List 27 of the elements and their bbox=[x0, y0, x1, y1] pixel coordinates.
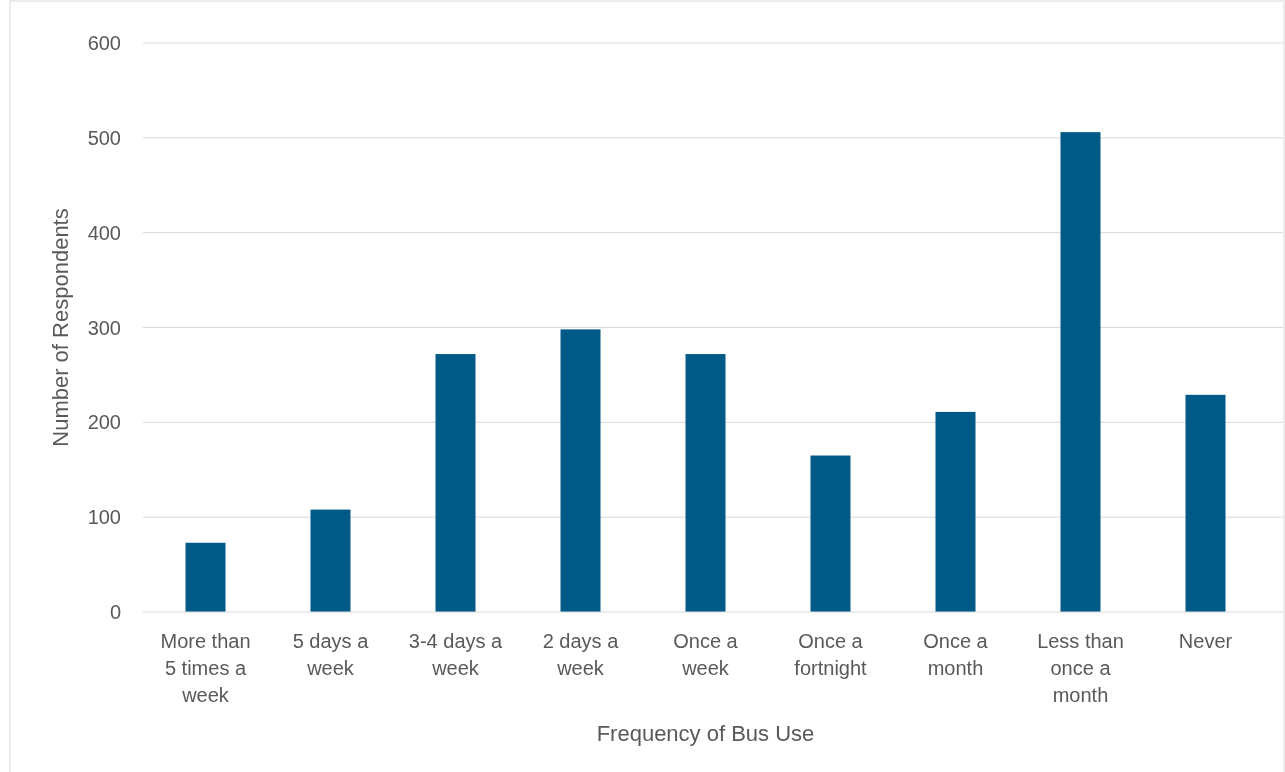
y-axis-title: Number of Respondents bbox=[48, 208, 73, 447]
bar bbox=[1185, 394, 1226, 612]
y-tick-label: 300 bbox=[87, 316, 121, 339]
bar bbox=[310, 509, 351, 612]
y-tick-label: 100 bbox=[87, 506, 121, 529]
bar bbox=[560, 329, 601, 612]
x-tick-label: Once a fortnight bbox=[794, 630, 868, 679]
x-tick-label: 2 days a week bbox=[542, 630, 620, 679]
x-tick-label: 5 days a week bbox=[292, 630, 370, 679]
bar bbox=[935, 411, 976, 612]
y-tick-label: 600 bbox=[87, 32, 121, 54]
bar bbox=[685, 354, 726, 612]
x-tick-label: Once a month bbox=[923, 630, 989, 679]
y-tick-label: 400 bbox=[87, 221, 121, 244]
bar bbox=[810, 455, 851, 612]
bar bbox=[1060, 132, 1101, 612]
bar bbox=[185, 542, 226, 612]
x-axis-title: Frequency of Bus Use bbox=[596, 721, 815, 746]
y-tick-label: 0 bbox=[109, 601, 121, 623]
y-tick-label: 200 bbox=[87, 411, 121, 434]
x-tick-label: More than 5 times a week bbox=[160, 630, 251, 706]
bar bbox=[435, 354, 476, 612]
y-tick-label: 500 bbox=[87, 126, 121, 149]
x-tick-label: Never bbox=[1178, 630, 1233, 652]
x-tick-label: 3-4 days a week bbox=[408, 630, 504, 679]
x-tick-label: Once a week bbox=[673, 630, 739, 679]
x-tick-label: Less than once a month bbox=[1037, 630, 1124, 706]
